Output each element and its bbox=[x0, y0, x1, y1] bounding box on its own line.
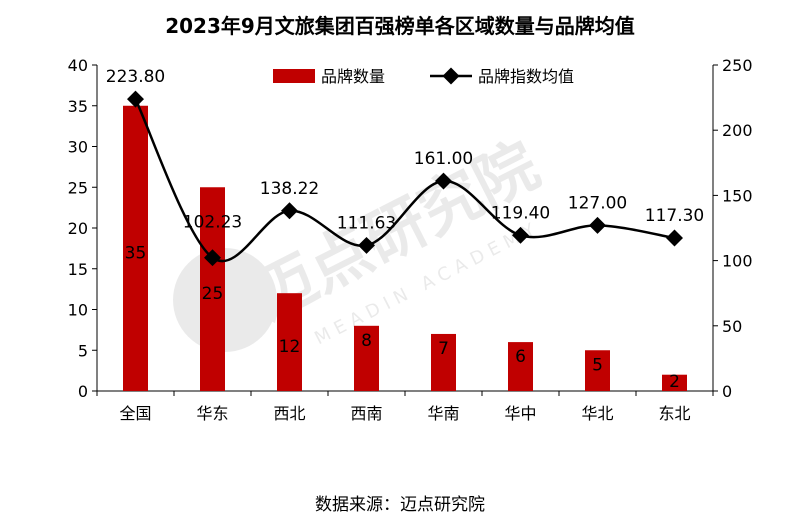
y-left-tick-label: 0 bbox=[78, 382, 88, 401]
y-left-tick-label: 15 bbox=[68, 260, 88, 279]
line-point-marker bbox=[204, 249, 221, 267]
bar bbox=[662, 374, 687, 391]
y-right-tick-label: 50 bbox=[722, 317, 742, 336]
y-left-tick-label: 35 bbox=[68, 97, 88, 116]
bar-data-label: 5 bbox=[592, 355, 603, 375]
bar bbox=[123, 105, 148, 391]
y-left-tick-label: 25 bbox=[68, 178, 88, 197]
line-point-marker bbox=[435, 172, 452, 190]
legend-bar-label: 品牌数量 bbox=[321, 67, 385, 86]
x-tick-label: 华南 bbox=[427, 404, 459, 423]
bar-labels: 35 25 12 8 7 6 5 2 bbox=[125, 243, 680, 392]
line-data-label: 223.80 bbox=[106, 67, 165, 87]
bar-data-label: 7 bbox=[438, 339, 449, 359]
bar-data-label: 2 bbox=[669, 372, 680, 392]
y-right-tick-label: 100 bbox=[722, 252, 753, 271]
bar bbox=[200, 187, 225, 391]
x-tick-label: 华东 bbox=[196, 404, 228, 423]
bar bbox=[277, 293, 302, 391]
legend-line-marker bbox=[442, 67, 460, 85]
y-left-tick-label: 5 bbox=[78, 341, 88, 360]
y-left-tick-label: 10 bbox=[68, 301, 88, 320]
line-point-marker bbox=[358, 236, 375, 254]
line-point-marker bbox=[666, 229, 683, 247]
line-labels: 223.80 102.23 138.22 111.63 161.00 119.40 127.… bbox=[106, 67, 704, 233]
bar-data-label: 6 bbox=[515, 347, 526, 367]
line-data-label: 119.40 bbox=[491, 203, 550, 223]
legend: 品牌数量 品牌指数均值 bbox=[273, 67, 574, 86]
bar-data-label: 35 bbox=[125, 243, 147, 263]
line-point-marker bbox=[589, 216, 606, 234]
y-right-tick-label: 150 bbox=[722, 186, 753, 205]
source-note: 数据来源：迈点研究院 bbox=[315, 495, 485, 515]
line-point-marker bbox=[281, 202, 298, 220]
legend-line-label: 品牌指数均值 bbox=[478, 67, 574, 86]
line-data-label: 111.63 bbox=[337, 213, 396, 233]
line-point-marker bbox=[512, 226, 529, 244]
x-tick-label: 西南 bbox=[350, 404, 382, 423]
axes: 0510152025303540050100150200250全国 华东 西北 西南华… bbox=[68, 56, 753, 423]
bar bbox=[508, 342, 533, 391]
y-left-tick-label: 30 bbox=[68, 138, 88, 157]
bar bbox=[431, 333, 456, 391]
chart-title: 2023年9月文旅集团百强榜单各区域数量与品牌均值 bbox=[165, 14, 635, 38]
line-data-label: 138.22 bbox=[260, 179, 319, 199]
y-right-tick-label: 200 bbox=[722, 121, 753, 140]
y-right-tick-label: 250 bbox=[722, 56, 753, 75]
bar-data-label: 25 bbox=[202, 284, 224, 304]
x-tick-label: 华北 bbox=[581, 404, 613, 423]
line-data-label: 161.00 bbox=[414, 149, 473, 169]
y-right-tick-label: 0 bbox=[722, 382, 732, 401]
x-tick-label: 华中 bbox=[504, 404, 536, 423]
line-layer bbox=[127, 90, 683, 267]
line-data-label: 127.00 bbox=[568, 193, 627, 213]
y-left-tick-label: 40 bbox=[68, 56, 88, 75]
bar bbox=[585, 350, 610, 391]
bar bbox=[354, 325, 379, 391]
bar-data-label: 8 bbox=[361, 331, 372, 351]
line-data-label: 102.23 bbox=[183, 213, 242, 233]
x-tick-label: 东北 bbox=[658, 404, 690, 423]
x-tick-label: 西北 bbox=[273, 404, 305, 423]
bars bbox=[123, 105, 687, 391]
line-point-marker bbox=[127, 90, 144, 108]
line-data-label: 117.30 bbox=[645, 206, 704, 226]
legend-bar-swatch bbox=[273, 69, 315, 83]
y-left-tick-label: 20 bbox=[68, 219, 88, 238]
bar-data-label: 12 bbox=[279, 337, 301, 357]
x-tick-label: 全国 bbox=[119, 404, 151, 423]
